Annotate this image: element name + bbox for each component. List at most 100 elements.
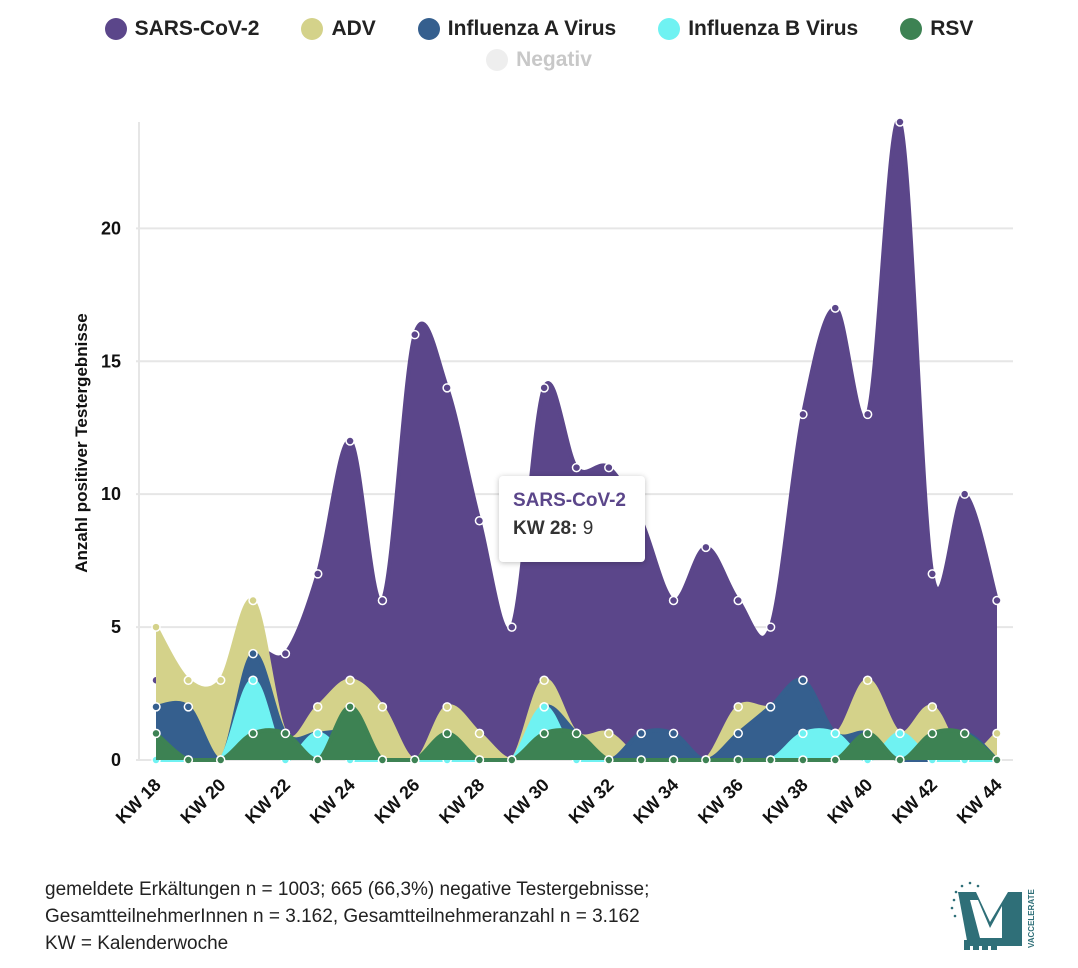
data-point[interactable] [377,702,388,712]
data-point[interactable] [539,728,549,739]
data-point[interactable] [539,675,549,685]
data-point[interactable] [733,702,743,712]
legend-label: Negativ [516,48,592,71]
data-point[interactable] [183,755,194,765]
data-point[interactable] [895,755,905,765]
footnote: gemeldete Erkältungen n = 1003; 665 (66,… [45,876,649,957]
data-point[interactable] [701,542,711,553]
data-point[interactable] [442,383,452,393]
data-point[interactable] [539,702,549,712]
x-tick-label: KW 30 [500,775,553,828]
data-point[interactable] [733,595,743,606]
data-point[interactable] [862,728,873,739]
data-point[interactable] [701,755,711,765]
data-point[interactable] [798,409,808,420]
data-point[interactable] [927,569,938,579]
data-point[interactable] [927,728,938,739]
x-tick-label: KW 42 [888,775,941,828]
data-point[interactable] [248,595,258,606]
data-point[interactable] [215,755,226,765]
data-point[interactable] [733,755,743,765]
data-point[interactable] [312,755,323,765]
data-point[interactable] [571,728,582,739]
data-point[interactable] [895,117,905,127]
y-tick-label: 15 [101,351,121,371]
data-point[interactable] [895,728,905,739]
data-point[interactable] [992,728,1002,739]
data-point[interactable] [345,436,355,446]
data-point[interactable] [668,728,679,739]
data-point[interactable] [345,675,355,685]
data-point[interactable] [183,675,194,685]
data-point[interactable] [183,702,194,712]
data-point[interactable] [248,728,258,739]
data-point[interactable] [862,409,873,420]
data-point[interactable] [798,728,808,739]
data-point[interactable] [636,755,646,765]
series-area [156,120,997,761]
legend-item-influenza-a[interactable]: Influenza A Virus [417,17,616,41]
data-point[interactable] [733,728,743,739]
data-point[interactable] [765,622,776,632]
data-point[interactable] [248,648,258,659]
data-point[interactable] [442,728,452,739]
data-point[interactable] [959,728,970,739]
data-point[interactable] [345,702,355,712]
data-point[interactable] [798,675,808,685]
data-point[interactable] [636,728,646,739]
data-point[interactable] [474,728,485,739]
legend-item-adv[interactable]: ADV [301,17,376,41]
data-point[interactable] [992,595,1002,606]
data-point[interactable] [474,516,485,526]
data-point[interactable] [765,755,776,765]
data-point[interactable] [959,489,970,499]
data-point[interactable] [830,728,841,739]
data-point[interactable] [668,755,679,765]
data-point[interactable] [410,755,420,765]
data-point[interactable] [927,702,938,712]
data-point[interactable] [798,755,808,765]
series-sars-cov-2[interactable] [151,117,1002,761]
legend-marker [658,18,681,40]
data-point[interactable] [992,755,1002,765]
data-point[interactable] [539,383,549,393]
data-point[interactable] [604,462,614,473]
data-point[interactable] [668,595,679,606]
data-point[interactable] [410,329,420,340]
data-point[interactable] [507,755,517,765]
x-tick-label: KW 28 [435,775,488,828]
data-point[interactable] [248,675,258,685]
stars-icon [950,881,980,918]
data-point[interactable] [151,728,161,739]
data-point[interactable] [765,702,776,712]
data-point[interactable] [151,622,161,632]
data-point[interactable] [442,702,452,712]
x-tick-label: KW 24 [306,775,359,828]
data-point[interactable] [474,755,485,765]
x-tick-label: KW 40 [823,775,876,828]
data-point[interactable] [312,728,323,739]
legend-item-negativ[interactable]: Negativ [486,48,592,72]
data-point[interactable] [280,648,291,659]
data-point[interactable] [507,622,517,632]
legend-item-sars-cov-2[interactable]: SARS-CoV-2 [104,17,259,41]
legend-item-influenza-b[interactable]: Influenza B Virus [658,17,858,41]
data-point[interactable] [312,569,323,579]
data-point[interactable] [862,675,873,685]
series-rsv[interactable] [151,702,1002,765]
data-point[interactable] [830,303,841,313]
data-point[interactable] [604,728,614,739]
y-tick-label: 0 [111,750,121,770]
data-point[interactable] [151,702,161,712]
data-point[interactable] [280,728,291,739]
data-point[interactable] [377,755,388,765]
legend-item-rsv[interactable]: RSV [900,17,973,41]
data-point[interactable] [571,462,582,473]
data-point[interactable] [215,675,226,685]
data-point[interactable] [312,702,323,712]
data-point[interactable] [377,595,388,606]
x-tick-label: KW 20 [176,775,229,828]
data-point[interactable] [830,755,841,765]
data-point[interactable] [604,755,614,765]
